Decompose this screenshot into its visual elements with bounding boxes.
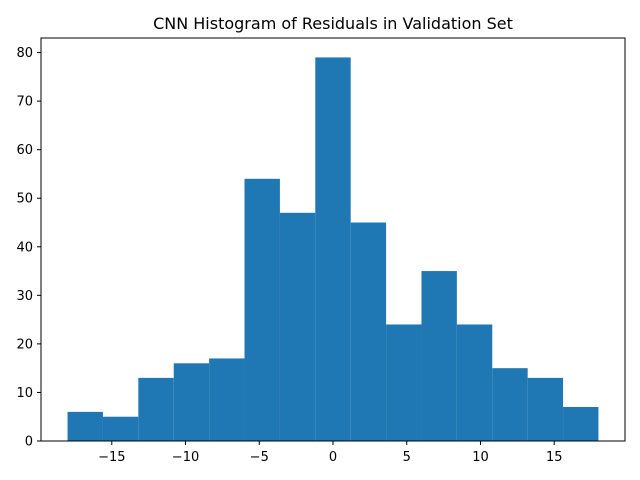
x-axis: −15 −10 −5 0 5 10 15 — [98, 441, 562, 465]
chart-title: CNN Histogram of Residuals in Validation… — [153, 14, 513, 33]
bars-group — [67, 57, 599, 442]
histogram-bar — [279, 212, 316, 441]
histogram-bar — [138, 377, 174, 441]
y-tick-label: 30 — [16, 289, 33, 304]
histogram-bar — [173, 363, 210, 441]
histogram-bar — [563, 407, 599, 441]
y-tick-label: 50 — [16, 192, 33, 207]
x-tick-label: 15 — [546, 450, 563, 465]
y-tick-label: 0 — [25, 435, 33, 450]
x-tick-label: 0 — [329, 450, 337, 465]
x-tick-label: 5 — [403, 450, 411, 465]
y-tick-label: 70 — [16, 95, 33, 110]
histogram-bar — [67, 411, 103, 441]
x-tick-label: −15 — [98, 450, 125, 465]
y-tick-label: 60 — [16, 143, 33, 158]
histogram-bar — [350, 222, 387, 441]
x-tick-label: −5 — [250, 450, 269, 465]
y-tick-label: 80 — [16, 46, 33, 61]
y-tick-label: 20 — [16, 337, 33, 352]
histogram-bar — [102, 416, 139, 441]
x-tick-label: −10 — [172, 450, 199, 465]
y-axis: 0 10 20 30 40 50 60 70 80 — [16, 46, 41, 450]
histogram-bar — [421, 271, 457, 441]
histogram-bar — [527, 377, 564, 441]
histogram-bar — [315, 57, 351, 442]
histogram-bar — [492, 368, 528, 441]
y-tick-label: 10 — [16, 386, 33, 401]
histogram-bar — [456, 324, 493, 441]
y-tick-label: 40 — [16, 240, 33, 255]
histogram-bar — [244, 178, 280, 441]
histogram-bar — [386, 324, 422, 441]
histogram-bar — [209, 358, 245, 441]
x-tick-label: 10 — [472, 450, 489, 465]
